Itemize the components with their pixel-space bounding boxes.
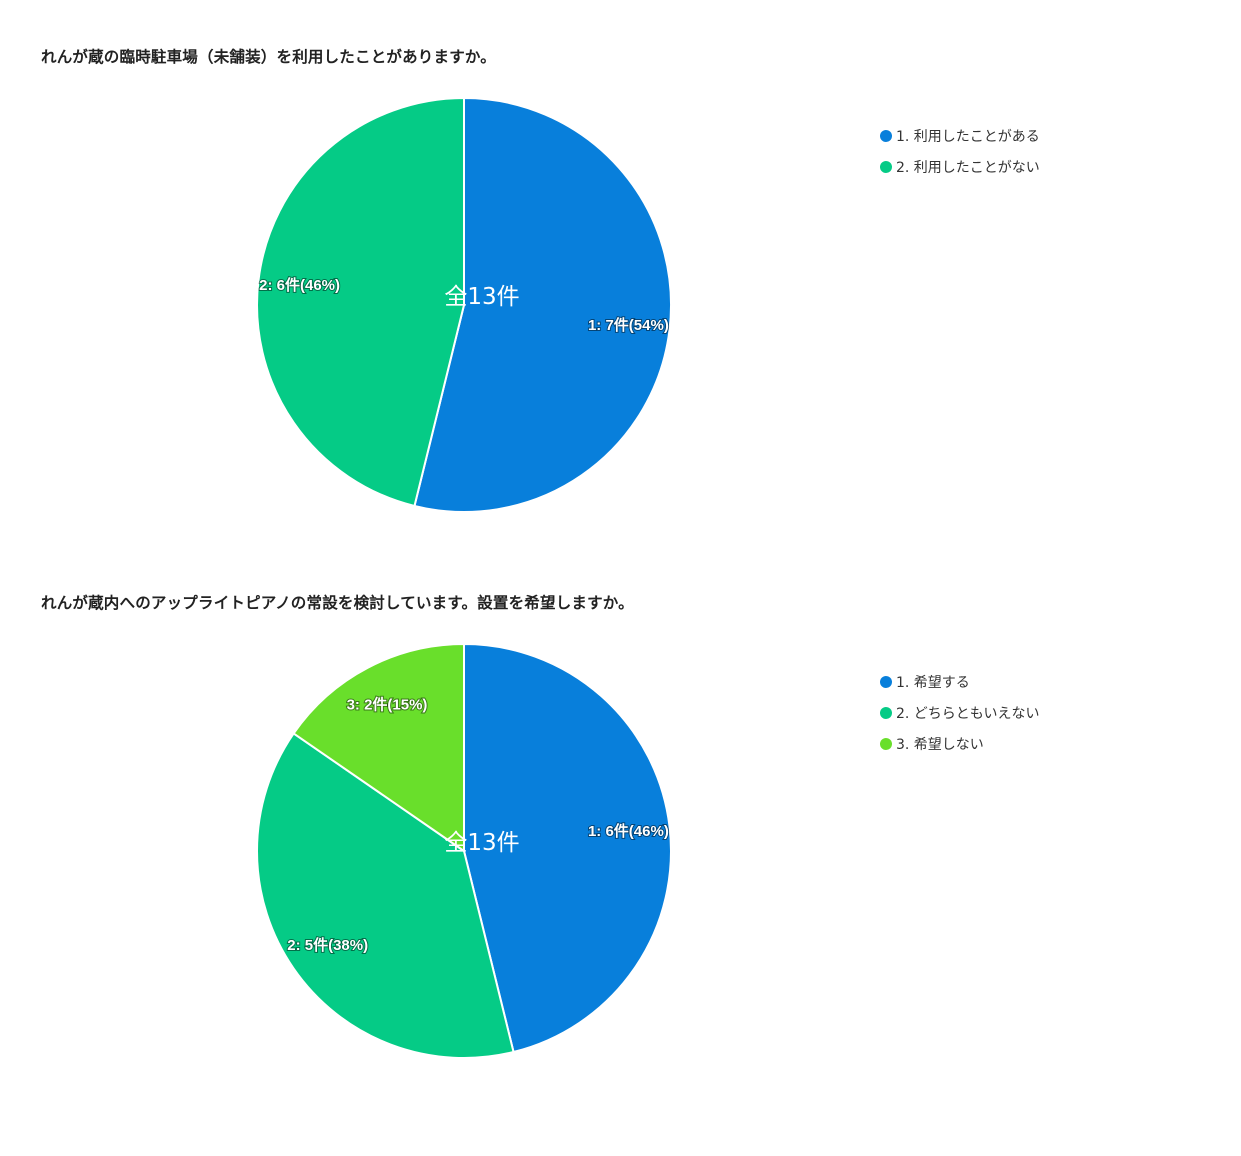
pie-slice bbox=[413, 97, 672, 513]
slice-data-label: 3: 2件(15%) bbox=[347, 695, 428, 713]
pie-slice bbox=[292, 643, 465, 852]
chart-title: れんが蔵内へのアップライトピアノの常設を検討しています。設置を希望しますか。 bbox=[41, 594, 634, 612]
question-1-chart: れんが蔵の臨時駐車場（未舗装）を利用したことがありますか。 1: 7件(54%)… bbox=[0, 0, 1241, 546]
total-count-label: 全13件 bbox=[444, 830, 519, 856]
question-2-chart: れんが蔵内へのアップライトピアノの常設を検討しています。設置を希望しますか。 1… bbox=[0, 546, 1241, 1092]
slice-data-label: 2: 6件(46%) bbox=[259, 276, 340, 294]
legend-swatch-icon bbox=[880, 675, 892, 688]
slice-data-label: 1: 6件(46%) bbox=[588, 822, 669, 840]
slice-data-label: 1: 7件(54%) bbox=[588, 316, 669, 334]
pie-slice bbox=[256, 732, 515, 1059]
legend-item: 1. 希望する bbox=[880, 666, 1040, 697]
slice-data-label: 2: 5件(38%) bbox=[287, 936, 368, 954]
chart-legend: 1. 希望する 2. どちらともいえない 3. 希望しない bbox=[880, 666, 1040, 759]
legend-swatch-icon bbox=[880, 706, 892, 719]
chart-title: れんが蔵の臨時駐車場（未舗装）を利用したことがありますか。 bbox=[41, 48, 496, 66]
legend-swatch-icon bbox=[880, 160, 892, 173]
legend-label: 3. 希望しない bbox=[896, 736, 984, 753]
pie-slice bbox=[463, 643, 672, 1053]
legend-item: 3. 希望しない bbox=[880, 728, 1040, 759]
legend-label: 2. 利用したことがない bbox=[896, 159, 1040, 176]
legend-item: 2. どちらともいえない bbox=[880, 697, 1040, 728]
legend-item: 1. 利用したことがある bbox=[880, 120, 1040, 151]
legend-swatch-icon bbox=[880, 129, 892, 142]
legend-label: 1. 利用したことがある bbox=[896, 128, 1040, 145]
pie-chart: 1: 6件(46%) 2: 5件(38%) 3: 2件(15%) 全13件 bbox=[256, 643, 672, 1059]
pie-chart: 1: 7件(54%) 2: 6件(46%) 全13件 bbox=[256, 97, 672, 513]
legend-item: 2. 利用したことがない bbox=[880, 151, 1040, 182]
chart-legend: 1. 利用したことがある 2. 利用したことがない bbox=[880, 120, 1040, 182]
pie-slice bbox=[256, 97, 465, 507]
legend-swatch-icon bbox=[880, 737, 892, 750]
legend-label: 2. どちらともいえない bbox=[896, 705, 1040, 722]
legend-label: 1. 希望する bbox=[896, 674, 970, 691]
total-count-label: 全13件 bbox=[444, 284, 519, 310]
